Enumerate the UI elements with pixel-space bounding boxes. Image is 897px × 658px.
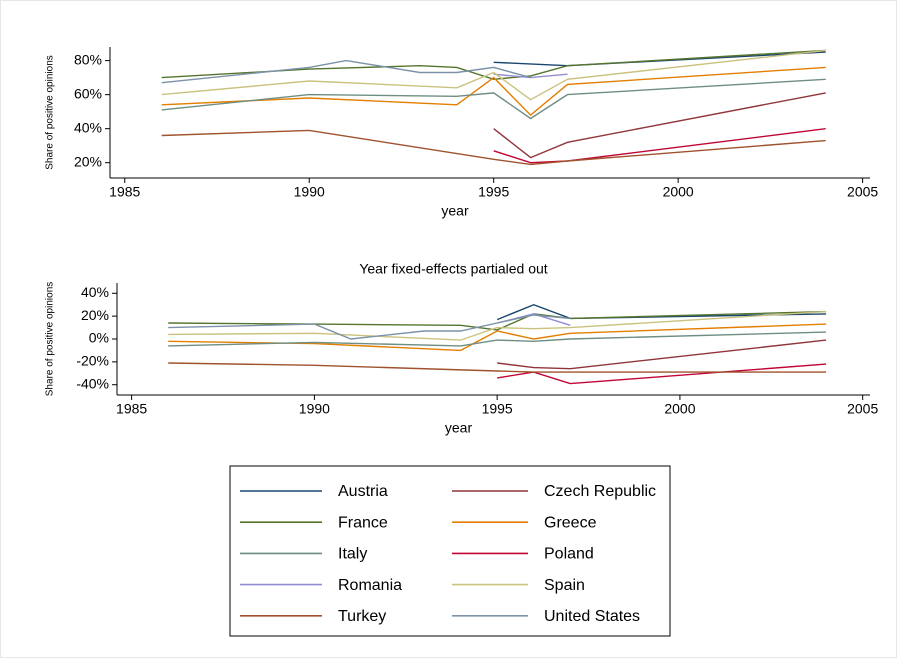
series-line [493, 128, 826, 164]
series-line [161, 66, 826, 117]
y-tick-label: -40% [76, 375, 109, 391]
series-line [161, 49, 826, 81]
legend-label: Romania [338, 577, 402, 594]
x-tick-label: 2005 [847, 401, 878, 417]
x-axis-title: year [445, 420, 473, 436]
legend-label: Poland [544, 546, 594, 563]
series-line [161, 78, 826, 120]
legend-label: Greece [544, 514, 597, 531]
x-tick-label: 1995 [478, 184, 509, 200]
x-tick-label: 2000 [663, 184, 694, 200]
legend-box [229, 465, 671, 637]
legend-label: Czech Republic [544, 483, 656, 500]
series-line [168, 331, 827, 347]
legend-label: Turkey [338, 608, 386, 625]
y-tick-label: 20% [81, 307, 109, 323]
x-tick-label: 1995 [482, 401, 513, 417]
y-tick-label: 80% [74, 51, 102, 67]
series-line [168, 314, 571, 340]
legend-label: Spain [544, 577, 585, 594]
y-tick-label: 20% [74, 153, 102, 169]
chart-title: Year fixed-effects partialed out [359, 261, 547, 277]
x-tick-label: 1990 [299, 401, 330, 417]
series-line [161, 59, 531, 84]
y-axis-title: Share of positive opinions [45, 55, 56, 170]
series-line [168, 323, 827, 352]
x-tick-label: 2005 [847, 184, 878, 200]
y-tick-label: 40% [81, 284, 109, 300]
series-line [161, 129, 826, 166]
legend-label: France [338, 514, 388, 531]
x-tick-label: 1990 [294, 184, 325, 200]
legend-label: Italy [338, 546, 367, 563]
legend-label: United States [544, 608, 640, 625]
y-tick-label: 60% [74, 85, 102, 101]
y-tick-label: -20% [76, 353, 109, 369]
y-tick-label: 40% [74, 119, 102, 135]
series-line [496, 303, 827, 321]
series-line [168, 362, 827, 373]
legend-label: Austria [338, 483, 388, 500]
x-tick-label: 2000 [664, 401, 695, 417]
x-tick-label: 1985 [116, 401, 147, 417]
y-axis-title: Share of positive opinions [45, 282, 56, 397]
x-axis-title: year [441, 203, 469, 219]
y-tick-label: 0% [89, 330, 109, 346]
series-line [168, 310, 827, 341]
series-line [497, 339, 827, 370]
series-line [161, 49, 826, 101]
series-line [497, 363, 827, 385]
series-line [493, 92, 826, 159]
x-tick-label: 1985 [109, 184, 140, 200]
